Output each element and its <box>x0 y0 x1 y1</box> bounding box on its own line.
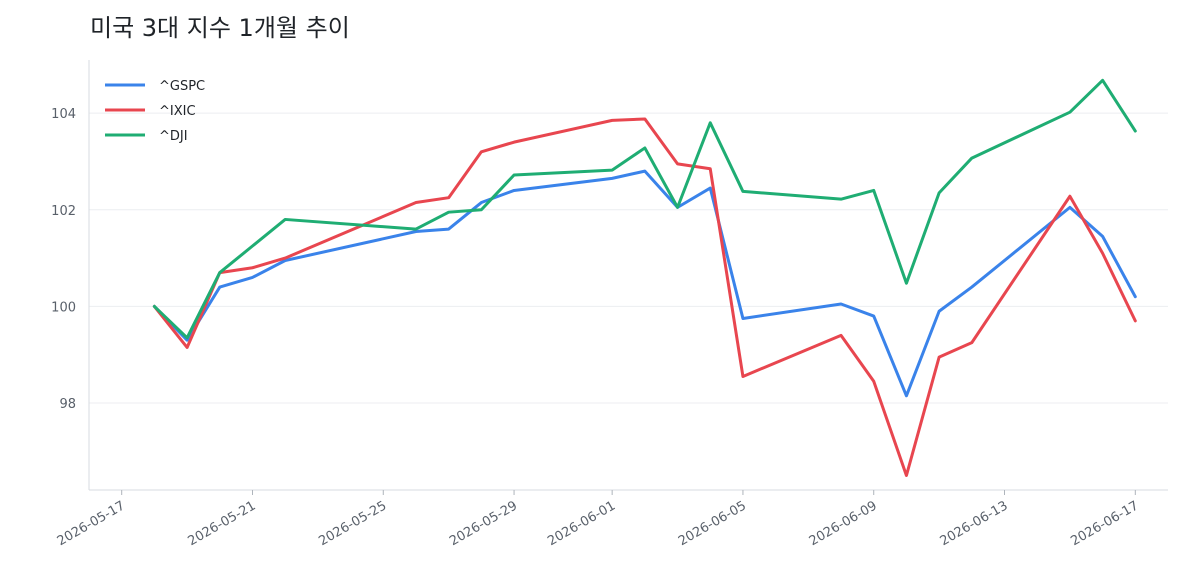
x-axis-ticks: 2026-05-17 2026-05-21 2026-05-25 2026-05-29… <box>55 490 1141 549</box>
x-tick-label: 2026-05-21 <box>186 498 259 549</box>
x-tick-label: 2026-06-13 <box>938 498 1011 549</box>
y-axis-ticks: 98 100 102 104 <box>51 107 76 412</box>
x-tick-label: 2026-06-09 <box>807 498 880 549</box>
series-line-gspc <box>152 169 1137 398</box>
x-tick-label: 2026-05-17 <box>55 498 128 549</box>
series-line-dji <box>152 78 1137 340</box>
chart-title: 미국 3대 지수 1개월 추이 <box>90 14 350 42</box>
legend-label: ^GSPC <box>159 79 205 94</box>
y-tick-label: 104 <box>51 107 76 122</box>
y-tick-label: 98 <box>59 397 76 412</box>
series-line-ixic <box>152 117 1137 478</box>
x-tick-label: 2026-05-29 <box>447 498 520 549</box>
legend-label: ^DJI <box>159 129 188 144</box>
y-tick-label: 102 <box>51 204 76 219</box>
legend: ^GSPC ^IXIC ^DJI <box>105 79 205 144</box>
grid-lines <box>89 112 1168 404</box>
x-tick-label: 2026-05-25 <box>316 498 389 549</box>
axes <box>88 60 1168 491</box>
y-tick-label: 100 <box>51 300 76 315</box>
x-tick-label: 2026-06-17 <box>1068 498 1141 549</box>
x-tick-label: 2026-06-05 <box>676 498 749 549</box>
legend-label: ^IXIC <box>159 104 196 119</box>
series-lines <box>152 78 1137 478</box>
x-tick-label: 2026-06-01 <box>545 498 618 549</box>
